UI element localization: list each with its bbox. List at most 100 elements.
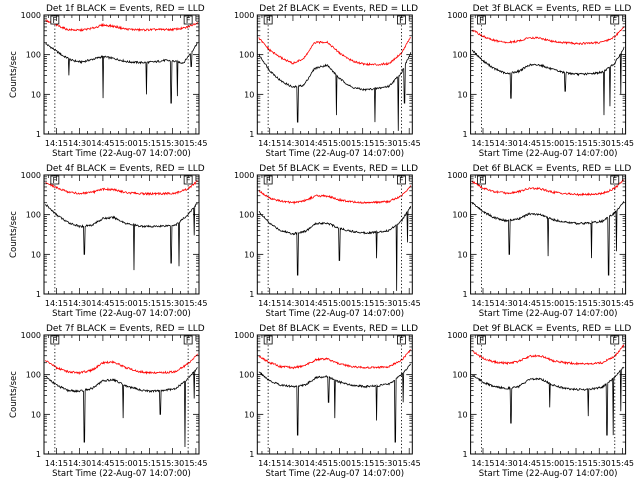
flag-marker: F [50,15,60,25]
y-tick-label: 10 [244,410,254,419]
detector-panel: Det 7f BLACK = Events, RED = LLD F F 1 10 100… [9,324,207,479]
detector-panel: Det 4f BLACK = Events, RED = LLD F F 1 10 100… [9,164,207,319]
flag-label: F [479,336,484,345]
y-tick-label: 1000 [447,11,467,20]
x-tick-label: 14:30 [281,139,304,148]
plot-frame [470,14,627,135]
flag-marker: F [477,335,486,345]
y-axis-label: Counts/sec [9,371,19,418]
y-tick-label: 10 [457,410,467,419]
flag-label: F [53,16,58,25]
x-tick-label: 14:15 [45,299,68,308]
lld-series-line [471,179,625,197]
plot-frame [43,14,200,135]
lld-series-line [258,349,411,370]
x-axis-label: Start Time (22-Aug-07 14:07:00) [52,469,191,479]
x-tick-label: 15:30 [161,139,184,148]
x-tick-label: 15:30 [588,299,611,308]
y-tick-label: 1000 [234,171,254,180]
events-series-line [45,203,198,271]
flag-marker: F [263,15,273,25]
x-axis-label: Start Time (22-Aug-07 14:07:00) [52,149,191,159]
detector-panel: Det 8f BLACK = Events, RED = LLD F F 1 10 100… [234,324,421,479]
x-tick-label: 15:15 [138,299,161,308]
lld-series-line [45,353,198,375]
flag-marker: F [50,175,60,185]
x-tick-label: 14:30 [281,299,304,308]
x-tick-label: 15:30 [161,459,184,468]
flag-marker: F [263,335,273,345]
x-tick-label: 14:45 [305,299,328,308]
flag-label: F [186,176,191,185]
events-series-line [258,205,412,291]
flag-label: F [53,176,58,185]
y-tick-label: 1000 [447,171,467,180]
lld-series-line [471,26,625,46]
x-tick-label: 14:15 [258,299,281,308]
x-tick-label: 15:45 [184,139,207,148]
x-tick-label: 15:30 [588,139,611,148]
y-tick-label: 1 [249,290,254,299]
flag-label: F [266,16,271,25]
events-series-line [258,363,411,443]
flag-marker: F [477,175,486,185]
x-tick-label: 15:45 [398,459,421,468]
x-tick-label: 14:30 [495,459,518,468]
x-tick-label: 15:30 [374,459,397,468]
lld-series-line [45,179,198,196]
x-tick-label: 14:45 [305,139,328,148]
x-tick-label: 15:45 [398,139,421,148]
x-tick-label: 14:30 [68,139,91,148]
plot-frame [256,334,413,455]
x-tick-label: 15:00 [328,299,351,308]
flag-marker: F [263,175,273,185]
flag-label: F [399,336,404,345]
plot-frame [470,334,627,455]
flag-marker: F [50,335,60,345]
y-tick-label: 10 [31,250,41,259]
y-tick-label: 1000 [21,331,41,340]
detector-panel: Det 9f BLACK = Events, RED = LLD F F 1 10 100… [447,324,634,479]
x-tick-label: 14:30 [68,299,91,308]
x-tick-label: 15:15 [138,139,161,148]
y-tick-label: 100 [239,51,254,60]
panel-title: Det 7f BLACK = Events, RED = LLD [46,324,205,334]
flag-label: F [266,336,271,345]
y-tick-label: 1000 [234,331,254,340]
x-tick-label: 15:30 [588,459,611,468]
x-tick-label: 15:00 [328,139,351,148]
x-tick-label: 15:00 [541,139,564,148]
y-tick-label: 1 [249,130,254,139]
flag-label: F [266,176,271,185]
y-tick-label: 100 [452,211,467,220]
x-axis-label: Start Time (22-Aug-07 14:07:00) [265,469,404,479]
y-tick-label: 1 [249,450,254,459]
x-axis-label: Start Time (22-Aug-07 14:07:00) [479,469,618,479]
x-tick-label: 14:45 [518,139,541,148]
x-tick-label: 14:30 [495,139,518,148]
lld-series-line [258,185,412,205]
x-tick-label: 15:45 [611,459,634,468]
y-tick-label: 100 [239,211,254,220]
x-tick-label: 15:15 [564,299,587,308]
y-tick-label: 1 [463,450,468,459]
flag-label: F [399,176,404,185]
y-tick-label: 100 [26,211,41,220]
x-tick-label: 15:45 [611,139,634,148]
x-tick-label: 14:15 [471,139,494,148]
x-tick-label: 14:15 [471,299,494,308]
panel-title: Det 8f BLACK = Events, RED = LLD [259,324,418,334]
x-tick-label: 15:00 [541,299,564,308]
flag-label: F [186,336,191,345]
y-tick-label: 1 [463,130,468,139]
detector-panel: Det 2f BLACK = Events, RED = LLD F F 1 10 100… [234,4,421,159]
flag-label: F [612,336,617,345]
y-tick-label: 100 [452,371,467,380]
events-series-line [45,367,198,448]
x-tick-label: 14:45 [305,459,328,468]
detector-panel: Det 6f BLACK = Events, RED = LLD F F 1 10 100… [447,164,634,319]
y-tick-label: 1000 [447,331,467,340]
y-tick-label: 1 [36,450,41,459]
events-series-line [258,52,412,131]
y-tick-label: 10 [31,410,41,419]
